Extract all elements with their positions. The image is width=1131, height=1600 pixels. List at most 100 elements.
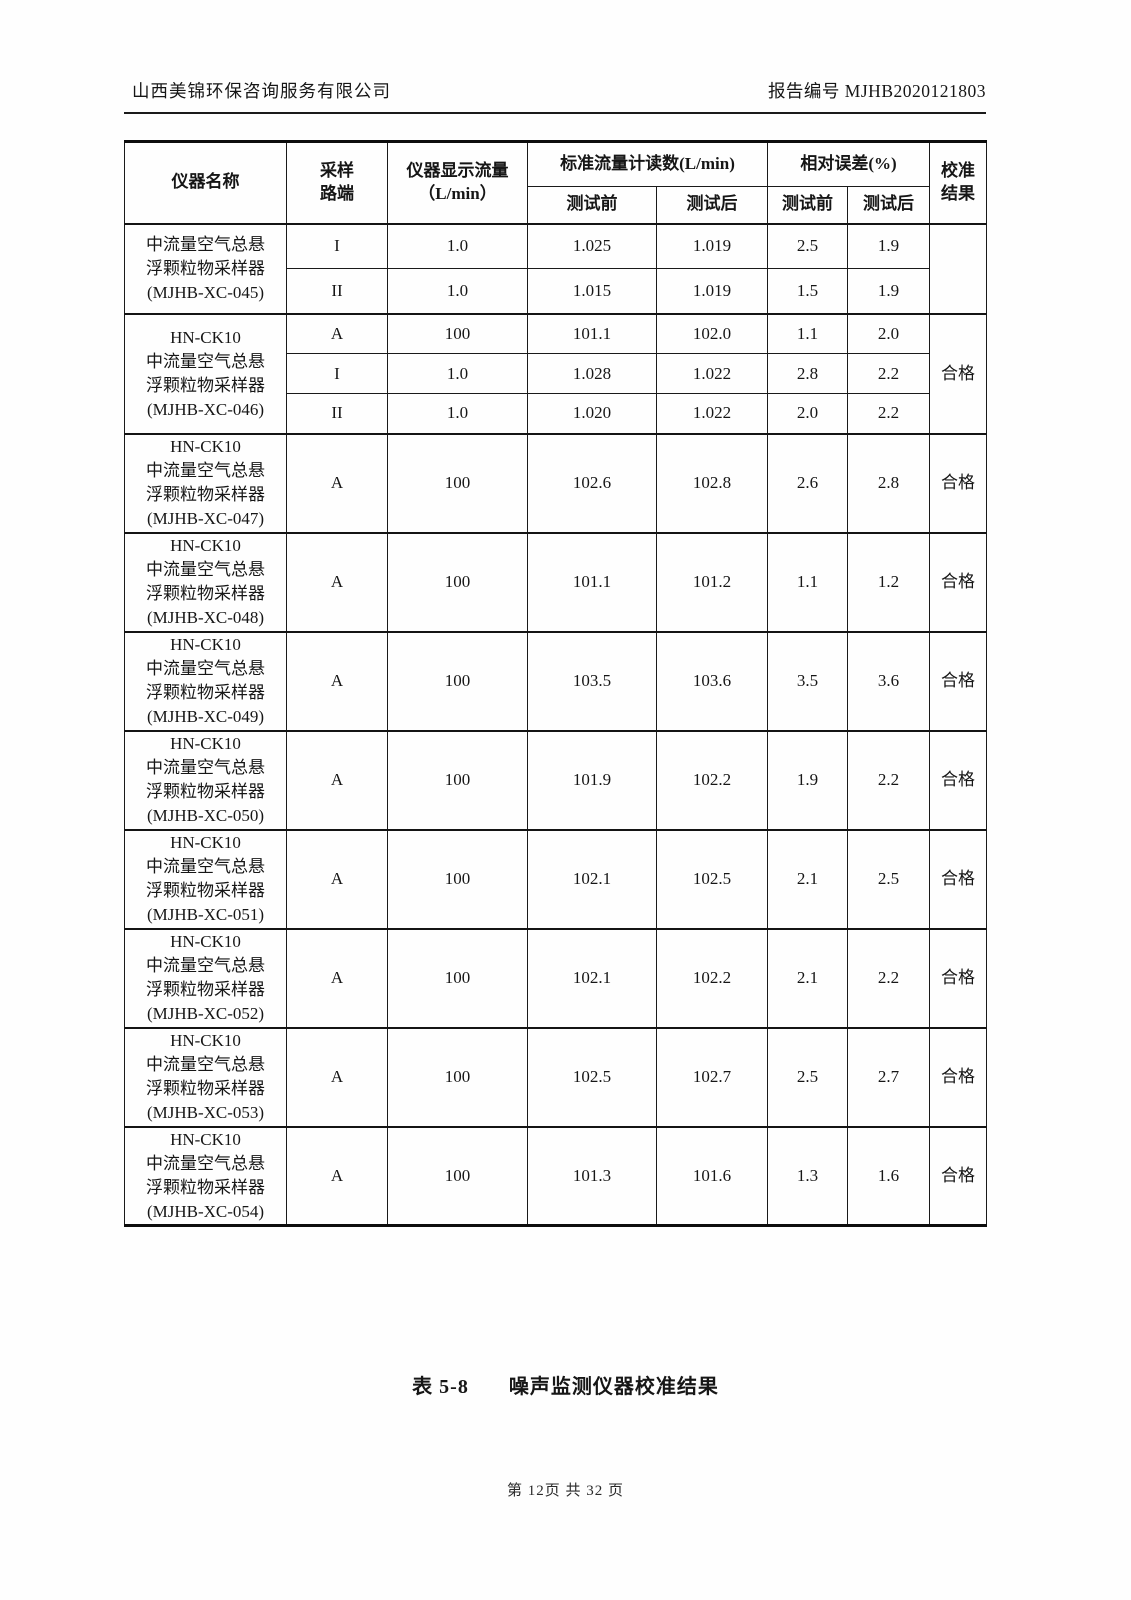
standard-after-cell: 102.0 — [655, 312, 769, 354]
instrument-name-cell: 中流量空气总悬 浮颗粒物采样器 (MJHB-XC-045) — [124, 222, 287, 314]
instrument-name-line: 浮颗粒物采样器 — [146, 683, 265, 702]
standard-after-cell: 102.8 — [655, 432, 769, 533]
error-after-cell: 2.0 — [847, 312, 931, 354]
error-after-cell: 1.9 — [847, 268, 931, 314]
standard-after-cell: 101.6 — [655, 1125, 769, 1226]
sampling-channel-cell: A — [286, 630, 388, 731]
standard-before-cell: 102.1 — [527, 927, 657, 1028]
standard-before-cell: 101.1 — [527, 312, 657, 354]
instrument-name-cell: HN-CK10 中流量空气总悬 浮颗粒物采样器 (MJHB-XC-052) — [124, 927, 287, 1028]
instrument-name-line: HN-CK10 — [170, 437, 241, 456]
table-row: HN-CK10 中流量空气总悬 浮颗粒物采样器 (MJHB-XC-052) A 100 10… — [124, 927, 988, 1028]
calibration-result-cell: 合格 — [929, 630, 988, 731]
error-after-cell: 3.6 — [847, 630, 931, 731]
sampling-channel-cell: A — [286, 1125, 388, 1226]
error-before-cell: 1.5 — [767, 268, 849, 314]
calibration-result-cell: 合格 — [929, 828, 988, 929]
error-before-cell: 2.1 — [767, 828, 849, 929]
standard-before-cell: 1.015 — [527, 268, 657, 314]
page-footer: 第 12页 共 32 页 — [506, 1483, 624, 1499]
error-after-cell: 2.8 — [847, 432, 931, 533]
instrument-name-line: (MJHB-XC-053) — [146, 1103, 265, 1122]
instrument-name-cell: HN-CK10 中流量空气总悬 浮颗粒物采样器 (MJHB-XC-051) — [124, 828, 287, 929]
error-before-cell: 2.1 — [767, 927, 849, 1028]
table-row: II 1.0 1.020 1.022 2.0 2.2 — [125, 393, 987, 434]
table-head: 仪器名称 采样 路端 仪器显示流量 （L/min） 标准流量计读数(L/min)… — [124, 141, 988, 224]
instrument-name-line: HN-CK10 — [170, 734, 241, 753]
calibration-result-cell: 合格 — [929, 729, 988, 830]
instrument-name-line: HN-CK10 — [170, 327, 241, 347]
header-row-1: 仪器名称 采样 路端 仪器显示流量 （L/min） 标准流量计读数(L/min)… — [124, 141, 988, 224]
error-after-cell: 2.2 — [847, 927, 931, 1028]
sampling-channel-cell: I — [286, 353, 388, 394]
col-header-standard-reading-group: 标准流量计读数(L/min) — [526, 141, 769, 187]
instrument-name-cell: HN-CK10 中流量空气总悬 浮颗粒物采样器 (MJHB-XC-054) — [124, 1125, 287, 1226]
instrument-name-line: 中流量空气总悬 — [146, 1055, 265, 1074]
error-before-cell: 2.5 — [767, 1026, 849, 1127]
table-caption: 表 5-8 噪声监测仪器校准结果 — [0, 1370, 1131, 1399]
instrument-name-line: 中流量空气总悬 — [146, 560, 265, 579]
display-flow-cell: 1.0 — [387, 353, 528, 394]
instrument-name-line: 浮颗粒物采样器 — [146, 485, 265, 504]
standard-after-cell: 1.022 — [655, 353, 769, 394]
instrument-name-line: 浮颗粒物采样器 — [146, 782, 265, 801]
col-header-calibration-result-line1: 校准 — [941, 160, 976, 180]
table-row: II 1.0 1.015 1.019 1.5 1.9 — [125, 268, 987, 314]
col-header-display-flow-line1: 仪器显示流量 — [406, 160, 509, 180]
instrument-name-cell: HN-CK10 中流量空气总悬 浮颗粒物采样器 (MJHB-XC-049) — [124, 630, 287, 731]
error-before-cell: 2.0 — [767, 393, 849, 434]
instrument-name-cell: HN-CK10 中流量空气总悬 浮颗粒物采样器 (MJHB-XC-053) — [124, 1026, 287, 1127]
sampling-channel-cell: I — [286, 222, 388, 269]
error-before-cell: 2.8 — [767, 353, 849, 394]
instrument-name-line: 中流量空气总悬 — [146, 857, 265, 876]
instrument-name-line: HN-CK10 — [170, 833, 241, 852]
instrument-name-line: (MJHB-XC-049) — [146, 707, 265, 726]
table-row: HN-CK10 中流量空气总悬 浮颗粒物采样器 (MJHB-XC-049) A 100 10… — [124, 630, 988, 731]
error-after-cell: 2.2 — [847, 393, 931, 434]
display-flow-cell: 1.0 — [387, 222, 528, 269]
error-after-cell: 1.6 — [847, 1125, 931, 1226]
table-row: 中流量空气总悬 浮颗粒物采样器 (MJHB-XC-045) I 1.0 1.025 1.01… — [124, 222, 988, 314]
error-before-cell: 1.1 — [767, 312, 849, 354]
company-name: 山西美锦环保咨询服务有限公司 — [132, 81, 391, 101]
instrument-name-line: 浮颗粒物采样器 — [146, 584, 265, 603]
error-after-cell: 2.2 — [847, 353, 931, 394]
col-header-calibration-result: 校准 结果 — [929, 141, 988, 224]
calibration-result-cell: 合格 — [929, 432, 988, 533]
error-before-cell: 2.6 — [767, 432, 849, 533]
sampling-channel-cell: A — [286, 312, 388, 354]
instrument-name-line: 中流量空气总悬 — [146, 956, 265, 975]
display-flow-cell: 100 — [387, 927, 528, 1028]
instrument-name-line: (MJHB-XC-048) — [146, 608, 265, 627]
col-header-error-after-test: 测试后 — [847, 186, 931, 224]
instrument-name-line: 浮颗粒物采样器 — [146, 1177, 265, 1197]
sampling-channel-cell: A — [286, 729, 388, 830]
report-number: 报告编号 MJHB2020121803 — [767, 81, 986, 101]
error-before-cell: 1.9 — [767, 729, 849, 830]
table-row: HN-CK10 中流量空气总悬 浮颗粒物采样器 (MJHB-XC-048) A 100 10… — [124, 531, 988, 632]
instrument-name-line: HN-CK10 — [170, 1031, 241, 1050]
display-flow-cell: 100 — [387, 630, 528, 731]
calibration-result-cell — [929, 222, 988, 314]
calibration-result-cell: 合格 — [929, 312, 988, 434]
standard-before-cell: 101.1 — [527, 531, 657, 632]
sampling-channel-cell: II — [286, 268, 388, 314]
instrument-name-line: 浮颗粒物采样器 — [146, 258, 265, 278]
display-flow-cell: 1.0 — [387, 393, 528, 434]
instrument-name-line: 中流量空气总悬 — [146, 461, 265, 480]
standard-before-cell: 1.020 — [527, 393, 657, 434]
sampling-channel-cell: A — [286, 432, 388, 533]
table-caption-label: 表 5-8 — [412, 1376, 469, 1398]
display-flow-cell: 100 — [387, 312, 528, 354]
table-row: HN-CK10 中流量空气总悬 浮颗粒物采样器 (MJHB-XC-051) A 100 10… — [124, 828, 988, 929]
col-header-standard-before-test: 测试前 — [527, 186, 657, 224]
calibration-table: 仪器名称 采样 路端 仪器显示流量 （L/min） 标准流量计读数(L/min)… — [124, 140, 988, 1227]
instrument-name-line: (MJHB-XC-046) — [146, 399, 265, 419]
instrument-name-line: (MJHB-XC-045) — [146, 282, 265, 302]
standard-after-cell: 1.019 — [655, 222, 769, 269]
error-after-cell: 2.2 — [847, 729, 931, 830]
table-row: HN-CK10 中流量空气总悬 浮颗粒物采样器 (MJHB-XC-050) A 100 10… — [124, 729, 988, 830]
header-row-2: 测试前 测试后 测试前 测试后 — [125, 186, 987, 224]
standard-after-cell: 101.2 — [655, 531, 769, 632]
